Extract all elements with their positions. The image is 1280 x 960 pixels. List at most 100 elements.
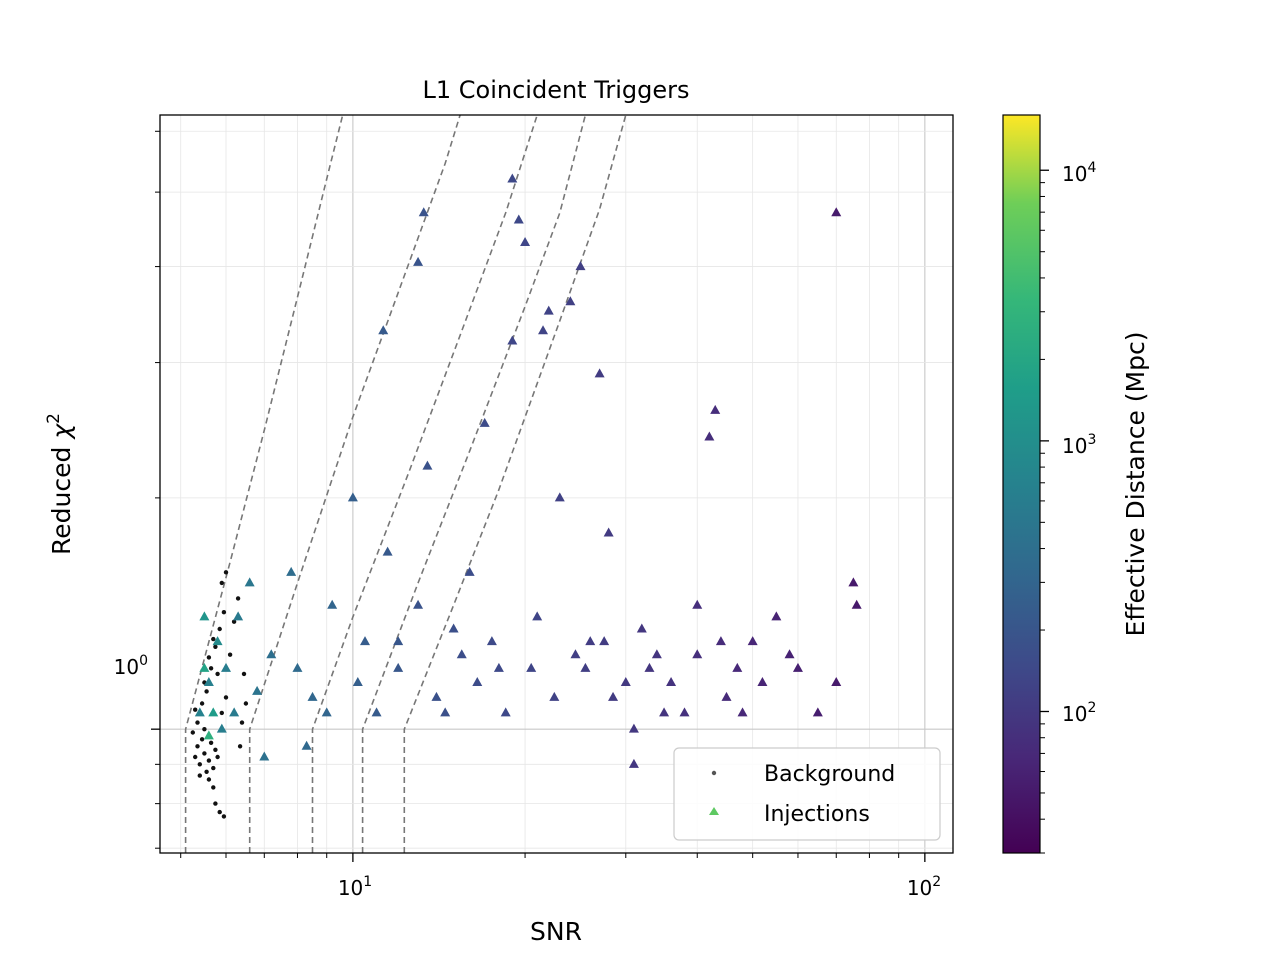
injection-point	[704, 431, 715, 441]
background-point	[197, 773, 202, 778]
injection-point	[520, 236, 531, 246]
threshold-curve	[248, 115, 461, 853]
injection-point	[382, 546, 393, 556]
injection-point	[594, 368, 605, 378]
injection-point	[292, 662, 303, 672]
injection-point	[464, 566, 475, 576]
injection-point	[710, 404, 721, 414]
threshold-curve	[403, 115, 627, 853]
injection-point	[199, 662, 210, 672]
injection-point	[212, 636, 223, 646]
injection-point	[757, 677, 768, 687]
injection-point	[747, 636, 758, 646]
injection-point	[216, 723, 227, 733]
x-tick-exp: 2	[932, 874, 941, 890]
background-point	[211, 785, 216, 790]
injection-point	[620, 677, 631, 687]
injection-point	[692, 599, 703, 609]
injection-point	[848, 577, 859, 587]
injection-point	[203, 677, 214, 687]
colorbar-gradient	[1002, 114, 1041, 854]
background-point	[208, 740, 214, 745]
colorbar-label: Effective Distance (Mpc)	[1121, 332, 1150, 637]
colorbar-tick-label-10000: 104	[1062, 160, 1096, 186]
background-point	[221, 814, 227, 819]
injection-point	[666, 677, 677, 687]
plot-area	[151, 114, 954, 862]
background-point	[197, 762, 202, 767]
injection-point	[456, 649, 467, 659]
injection-point	[352, 677, 363, 687]
injection-point	[347, 492, 358, 502]
injection-point	[448, 623, 459, 633]
injection-point	[378, 325, 389, 335]
background-point	[206, 777, 212, 782]
background-point	[213, 801, 218, 806]
injection-point	[737, 707, 748, 717]
legend: Background Injections	[673, 747, 941, 841]
background-point	[190, 730, 195, 735]
background-point	[195, 744, 200, 749]
background-point	[204, 689, 209, 694]
legend-dot-marker	[711, 770, 717, 776]
threshold-curves	[184, 115, 627, 853]
legend-box	[673, 747, 941, 841]
background-point	[206, 655, 212, 660]
y-tick-exp: 0	[139, 653, 148, 669]
injection-point	[507, 173, 518, 183]
injection-point	[732, 662, 743, 672]
background-point	[204, 769, 209, 774]
injection-point	[229, 707, 240, 717]
threshold-curve	[184, 115, 344, 853]
injection-point	[221, 662, 232, 672]
colorbar-tick-label-100: 102	[1062, 700, 1096, 726]
background-point	[215, 671, 220, 677]
background-point	[239, 720, 245, 725]
injection-point	[472, 677, 483, 687]
legend-label-injections: Injections	[764, 802, 870, 827]
background-point	[219, 710, 224, 716]
injection-point	[575, 261, 586, 271]
y-tick-base: 10	[114, 655, 139, 679]
background-point	[223, 570, 229, 575]
injection-point	[526, 662, 537, 672]
injection-point	[266, 649, 277, 659]
background-point	[217, 809, 222, 815]
injection-point	[440, 707, 451, 717]
background-point	[243, 701, 249, 706]
injection-point	[721, 691, 732, 701]
colorbar: 102 103 104 Effective Distance (Mpc)	[1002, 114, 1150, 854]
injection-point	[543, 305, 554, 315]
injection-point	[831, 677, 842, 687]
background-point	[208, 666, 214, 671]
x-tick-exp: 1	[363, 874, 372, 890]
injection-point	[321, 707, 332, 717]
injection-point	[565, 296, 576, 306]
injection-point	[692, 649, 703, 659]
injection-point	[636, 623, 647, 633]
background-point	[211, 765, 216, 771]
injection-point	[393, 636, 404, 646]
background-point	[213, 644, 218, 649]
y-axis-label-symbol: χ	[47, 423, 76, 441]
threshold-curve	[361, 115, 587, 853]
injection-point	[301, 740, 312, 750]
grid	[160, 115, 953, 853]
colorbar-tick-exp: 3	[1087, 432, 1096, 448]
background-point	[227, 652, 233, 657]
colorbar-tick-base: 10	[1062, 702, 1087, 726]
background-point	[202, 727, 207, 732]
injection-point	[771, 611, 782, 621]
legend-label-background: Background	[764, 762, 895, 787]
injection-point	[570, 649, 581, 659]
y-tick-label-1: 100	[114, 653, 148, 679]
injection-point	[203, 730, 214, 740]
background-point	[202, 751, 207, 756]
injection-point	[360, 636, 371, 646]
colorbar-tick-exp: 2	[1087, 700, 1096, 716]
injection-point	[554, 492, 565, 502]
y-axis-label-base: Reduced	[47, 439, 76, 555]
injection-point	[628, 723, 639, 733]
plot-frame	[159, 114, 954, 854]
background-point	[199, 737, 205, 742]
